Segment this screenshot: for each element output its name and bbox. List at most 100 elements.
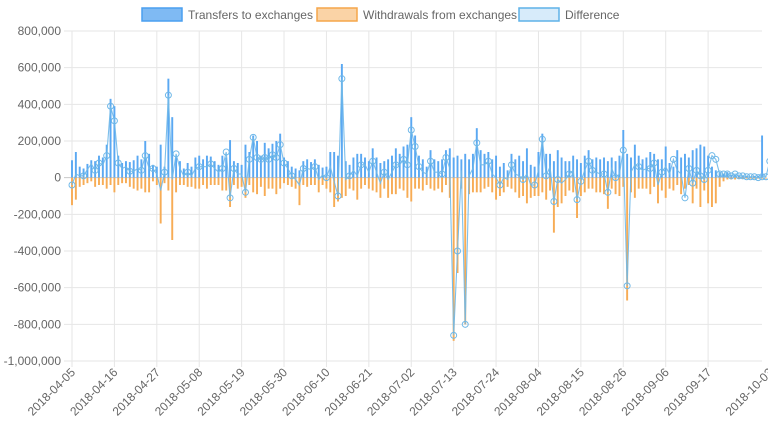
- difference-point: [276, 141, 284, 149]
- difference-point: [114, 159, 122, 167]
- difference-point: [758, 173, 766, 181]
- difference-point: [68, 181, 76, 189]
- legend-swatch: [316, 7, 358, 22]
- withdrawal-bar: [360, 177, 363, 189]
- withdrawal-bar: [348, 177, 351, 189]
- withdrawal-bar: [178, 177, 181, 185]
- withdrawal-bar: [695, 177, 698, 189]
- y-tick-label: 800,000: [18, 24, 62, 38]
- withdrawal-bar: [217, 177, 220, 185]
- difference-point: [704, 166, 712, 174]
- withdrawal-bar: [579, 177, 582, 196]
- transfer-bar: [576, 159, 578, 178]
- transfer-bar: [456, 155, 459, 178]
- transfer-bar: [595, 157, 598, 178]
- withdrawal-bar: [302, 177, 305, 185]
- difference-point: [669, 155, 677, 163]
- transfer-bar: [74, 152, 77, 178]
- transfer-bar: [171, 117, 174, 178]
- withdrawal-bar: [275, 177, 278, 195]
- difference-point: [299, 165, 307, 172]
- withdrawal-bar: [614, 177, 617, 195]
- withdrawal-bar: [356, 177, 359, 200]
- transfer-bar: [186, 163, 189, 178]
- withdrawal-bar: [202, 177, 205, 185]
- withdrawal-bar: [333, 177, 336, 207]
- withdrawal-bar: [761, 177, 764, 179]
- transfer-bar: [352, 157, 355, 178]
- withdrawal-bar: [286, 177, 289, 185]
- transfer-bar: [90, 160, 93, 178]
- transfer-bar: [387, 159, 390, 178]
- withdrawal-bar: [105, 177, 108, 189]
- transfer-bar: [722, 174, 725, 178]
- withdrawal-bar: [125, 177, 127, 184]
- transfer-bar: [541, 133, 544, 178]
- withdrawal-bar: [101, 177, 104, 185]
- difference-point: [369, 157, 377, 165]
- withdrawal-bar: [340, 177, 343, 198]
- transfer-bar: [633, 144, 636, 178]
- y-tick-label: -800,000: [14, 317, 62, 331]
- difference-point: [137, 166, 145, 174]
- difference-point: [427, 157, 435, 165]
- difference-point: [407, 126, 415, 134]
- transfer-bar: [699, 144, 702, 178]
- difference-point: [380, 168, 388, 176]
- difference-point: [573, 196, 581, 204]
- legend-swatch: [518, 7, 560, 22]
- withdrawal-bar: [718, 177, 721, 187]
- transfer-bar: [190, 166, 193, 178]
- transfer-bar: [522, 161, 525, 178]
- withdrawal-bar: [159, 177, 162, 224]
- transfer-bar: [718, 172, 721, 178]
- difference-point: [754, 174, 762, 182]
- difference-point: [454, 247, 462, 255]
- difference-point: [747, 173, 755, 181]
- withdrawal-bar: [352, 177, 355, 191]
- withdrawal-bar: [668, 177, 671, 189]
- difference-point: [438, 170, 446, 178]
- withdrawal-bar: [279, 177, 282, 189]
- withdrawal-bar: [741, 177, 744, 179]
- withdrawal-bar: [606, 177, 609, 209]
- transfer-bar: [684, 153, 686, 178]
- transfer-bar: [660, 159, 663, 178]
- transfer-bar: [229, 140, 232, 178]
- difference-point: [727, 172, 735, 180]
- transfer-bar: [564, 161, 567, 178]
- withdrawal-bar: [498, 177, 501, 196]
- withdrawal-bar: [387, 177, 390, 198]
- withdrawal-bar: [294, 177, 297, 189]
- transfer-bar: [483, 153, 486, 178]
- withdrawal-bar: [151, 177, 154, 182]
- difference-point: [731, 170, 739, 178]
- difference-point: [619, 146, 627, 154]
- withdrawal-bar: [633, 177, 636, 198]
- transfer-bar: [294, 168, 297, 178]
- withdrawals-bars: [71, 177, 767, 341]
- legend-label: Withdrawals from exchanges: [363, 8, 517, 22]
- transfer-bar: [529, 164, 532, 178]
- transfer-bar: [217, 164, 220, 178]
- withdrawal-bar: [86, 177, 89, 184]
- y-tick-label: -600,000: [14, 281, 62, 295]
- transfer-bar: [552, 161, 555, 178]
- transfer-bar: [506, 170, 509, 178]
- withdrawal-bar: [283, 177, 285, 184]
- transfer-bar: [283, 157, 285, 178]
- transfer-bar: [290, 166, 293, 178]
- withdrawal-bar: [560, 177, 563, 204]
- difference-point: [172, 150, 180, 158]
- transfer-bar: [236, 163, 239, 178]
- withdrawal-bar: [552, 177, 555, 233]
- withdrawal-bar: [672, 177, 675, 191]
- y-tick-label: 600,000: [18, 61, 62, 75]
- withdrawal-bar: [637, 177, 640, 189]
- difference-point: [95, 159, 103, 167]
- difference-point: [411, 143, 419, 150]
- axes: 800,000 600,000 400,000 200,000 0 -200,000 -40…: [4, 24, 768, 419]
- withdrawal-bar: [394, 177, 397, 195]
- transfer-bar: [710, 166, 713, 178]
- transfer-bar: [583, 155, 586, 178]
